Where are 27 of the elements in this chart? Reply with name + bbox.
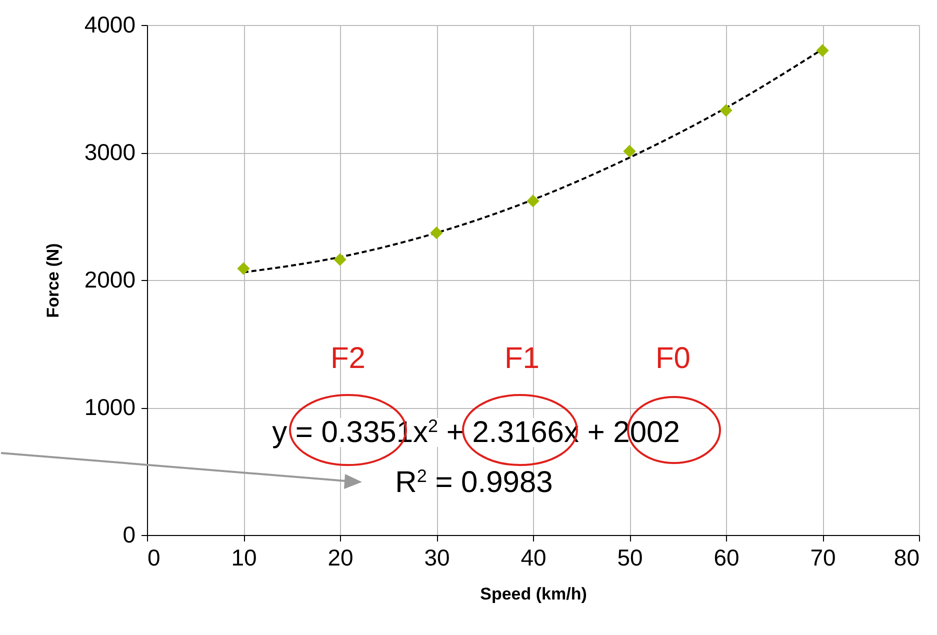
annotation: F0 <box>655 342 691 375</box>
x-tick-label: 80 <box>894 544 920 570</box>
point <box>237 262 250 275</box>
point <box>526 194 540 208</box>
y-tick-label: 2000 <box>84 266 136 292</box>
x-tick-label: 70 <box>810 544 836 570</box>
y-axis-title: Force (N) <box>43 243 62 318</box>
x-tick-label: 0 <box>148 544 160 570</box>
point <box>334 253 346 266</box>
x-tick-label: 50 <box>617 544 643 570</box>
y-tick-label: 1000 <box>84 394 136 420</box>
y-tick-label: 0 <box>122 522 136 548</box>
x-tick-label: 20 <box>328 544 354 570</box>
annotation: F2 <box>330 342 366 375</box>
y-tick-label: 3000 <box>84 139 136 165</box>
x-tick-label: 40 <box>520 544 546 570</box>
y-tick-label: 4000 <box>84 12 136 38</box>
annotation: F1 <box>504 342 540 375</box>
x-tick-label: 60 <box>714 544 740 570</box>
x-axis-title: Speed (km/h) <box>480 584 587 604</box>
x-tick-label: 10 <box>231 544 257 570</box>
point <box>816 44 829 57</box>
x-tick-label: 30 <box>424 544 450 570</box>
point <box>430 226 443 240</box>
point <box>720 104 732 117</box>
point <box>623 144 636 158</box>
annotation: R$^{2}$ = 0.9983 <box>395 466 553 499</box>
